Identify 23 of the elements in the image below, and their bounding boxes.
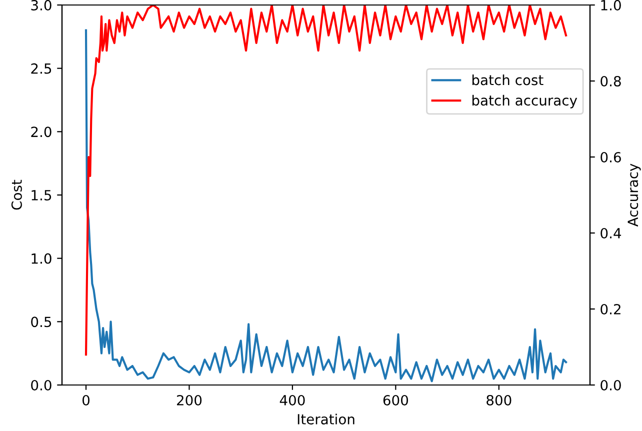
y2-tick-label: 0.2	[600, 304, 620, 314]
y2-tick-label: 1.0	[601, 0, 621, 10]
x-tick-label: 200	[176, 394, 202, 406]
y-axis-title: Cost	[11, 180, 22, 210]
y2-axis-title: Accuracy	[628, 164, 641, 227]
y-tick-label: 1.5	[32, 190, 52, 200]
y2-tick-label: 0.4	[600, 228, 622, 238]
y2-tick-label: 0.8	[600, 76, 621, 86]
y-tick-label: 3.0	[31, 0, 52, 10]
y-tick-label: 1.0	[32, 253, 52, 264]
legend-label: batch cost	[472, 74, 544, 86]
x-tick-label: 400	[280, 394, 305, 406]
y-tick-label: 0.0	[31, 380, 52, 390]
x-tick-label: 600	[383, 394, 408, 406]
y-tick-label: 0.5	[31, 316, 52, 328]
x-axis-title: Iteration	[298, 414, 354, 424]
y-tick-label: 2.0	[31, 126, 52, 138]
x-tick-label: 800	[486, 394, 512, 406]
legend-label: batch accuracy	[472, 94, 578, 108]
y2-tick-label: 0.6	[600, 152, 621, 162]
y-tick-label: 2.5	[31, 63, 52, 74]
y2-tick-label: 0.0	[600, 380, 621, 390]
x-tick-label: 0	[82, 394, 90, 406]
